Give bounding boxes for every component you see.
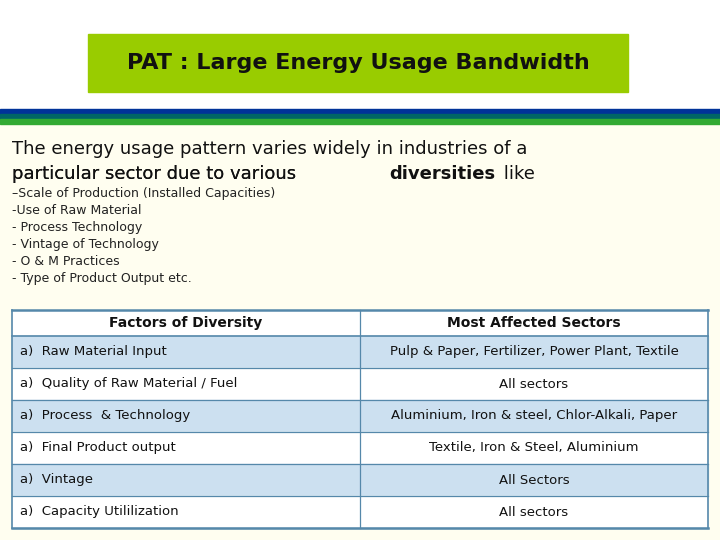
Text: The energy usage pattern varies widely in industries of a: The energy usage pattern varies widely i… — [12, 140, 527, 158]
Text: –Scale of Production (Installed Capacities): –Scale of Production (Installed Capaciti… — [12, 187, 275, 200]
Bar — [12, 368, 708, 400]
Text: Pulp & Paper, Fertilizer, Power Plant, Textile: Pulp & Paper, Fertilizer, Power Plant, T… — [390, 346, 678, 359]
Text: All sectors: All sectors — [500, 505, 569, 518]
Text: particular sector due to various: particular sector due to various — [12, 165, 302, 183]
Text: a)  Vintage: a) Vintage — [20, 474, 93, 487]
Bar — [12, 432, 708, 464]
Bar — [0, 109, 720, 114]
Bar — [12, 464, 708, 496]
Bar — [0, 119, 720, 124]
Text: Textile, Iron & Steel, Aluminium: Textile, Iron & Steel, Aluminium — [429, 442, 639, 455]
Bar — [0, 114, 720, 119]
Bar — [0, 0, 720, 110]
Text: -Use of Raw Material: -Use of Raw Material — [12, 204, 142, 217]
Text: - Type of Product Output etc.: - Type of Product Output etc. — [12, 272, 192, 285]
Text: All sectors: All sectors — [500, 377, 569, 390]
Text: diversities: diversities — [390, 165, 495, 183]
Text: a)  Process  & Technology: a) Process & Technology — [20, 409, 190, 422]
Text: particular sector due to various: particular sector due to various — [12, 165, 302, 183]
Text: Most Affected Sectors: Most Affected Sectors — [447, 316, 621, 330]
Bar — [0, 124, 720, 540]
Text: a)  Capacity Utililization: a) Capacity Utililization — [20, 505, 179, 518]
Text: - O & M Practices: - O & M Practices — [12, 255, 120, 268]
Bar — [12, 336, 708, 368]
Text: - Process Technology: - Process Technology — [12, 221, 143, 234]
Text: a)  Final Product output: a) Final Product output — [20, 442, 176, 455]
Bar — [12, 310, 708, 336]
Text: All Sectors: All Sectors — [499, 474, 570, 487]
Bar — [12, 400, 708, 432]
Text: like: like — [498, 165, 535, 183]
Bar — [12, 496, 708, 528]
Bar — [88, 34, 628, 92]
Text: - Vintage of Technology: - Vintage of Technology — [12, 238, 159, 251]
Text: Aluminium, Iron & steel, Chlor-Alkali, Paper: Aluminium, Iron & steel, Chlor-Alkali, P… — [391, 409, 677, 422]
Text: PAT : Large Energy Usage Bandwidth: PAT : Large Energy Usage Bandwidth — [127, 53, 590, 73]
Text: a)  Raw Material Input: a) Raw Material Input — [20, 346, 167, 359]
Text: Factors of Diversity: Factors of Diversity — [109, 316, 263, 330]
Text: a)  Quality of Raw Material / Fuel: a) Quality of Raw Material / Fuel — [20, 377, 238, 390]
